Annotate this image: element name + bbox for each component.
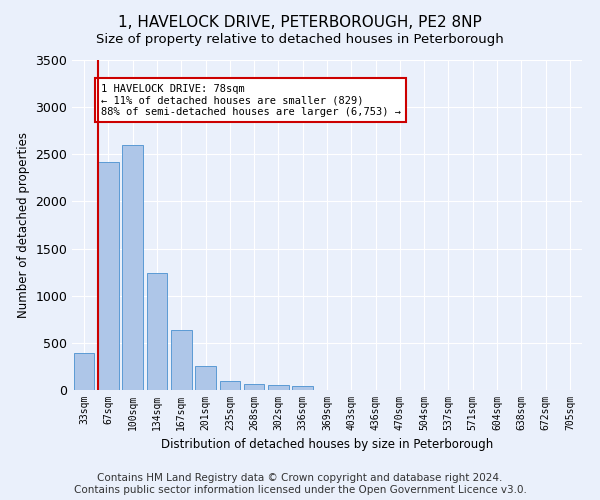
- Text: Size of property relative to detached houses in Peterborough: Size of property relative to detached ho…: [96, 32, 504, 46]
- Bar: [171, 330, 191, 390]
- Bar: [268, 385, 289, 390]
- Bar: [292, 386, 313, 390]
- Bar: [122, 145, 143, 390]
- Y-axis label: Number of detached properties: Number of detached properties: [17, 132, 30, 318]
- Text: Contains HM Land Registry data © Crown copyright and database right 2024.
Contai: Contains HM Land Registry data © Crown c…: [74, 474, 526, 495]
- Bar: [74, 353, 94, 390]
- X-axis label: Distribution of detached houses by size in Peterborough: Distribution of detached houses by size …: [161, 438, 493, 452]
- Bar: [146, 273, 167, 390]
- Bar: [220, 381, 240, 390]
- Text: 1, HAVELOCK DRIVE, PETERBOROUGH, PE2 8NP: 1, HAVELOCK DRIVE, PETERBOROUGH, PE2 8NP: [118, 15, 482, 30]
- Bar: [244, 384, 265, 390]
- Bar: [195, 366, 216, 390]
- Text: 1 HAVELOCK DRIVE: 78sqm
← 11% of detached houses are smaller (829)
88% of semi-d: 1 HAVELOCK DRIVE: 78sqm ← 11% of detache…: [101, 84, 401, 117]
- Bar: [98, 162, 119, 390]
